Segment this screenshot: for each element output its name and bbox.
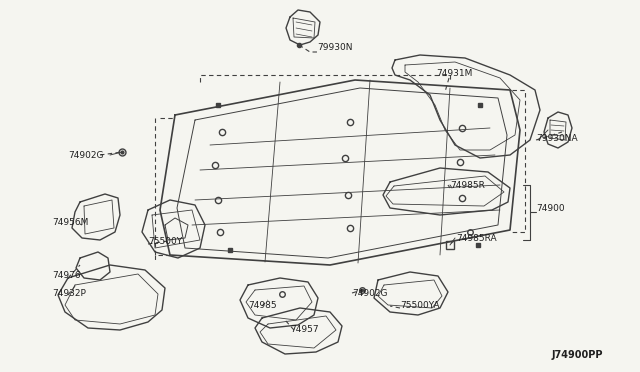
- Text: 79930NA: 79930NA: [536, 134, 578, 142]
- Text: 74985RA: 74985RA: [456, 234, 497, 243]
- Text: 75500Y: 75500Y: [148, 237, 182, 246]
- Text: 74985: 74985: [248, 301, 276, 311]
- Text: 74902G: 74902G: [352, 289, 387, 298]
- Text: 74902G: 74902G: [68, 151, 104, 160]
- Text: 74900: 74900: [536, 203, 564, 212]
- Text: 74957: 74957: [290, 326, 319, 334]
- Text: 74976: 74976: [52, 270, 81, 279]
- Text: 74985R: 74985R: [450, 180, 485, 189]
- Text: 79930N: 79930N: [317, 42, 353, 51]
- Text: 74956M: 74956M: [52, 218, 88, 227]
- Text: 74932P: 74932P: [52, 289, 86, 298]
- Text: 75500YA: 75500YA: [400, 301, 440, 311]
- Text: J74900PP: J74900PP: [552, 350, 604, 360]
- Text: 74931M: 74931M: [436, 68, 472, 77]
